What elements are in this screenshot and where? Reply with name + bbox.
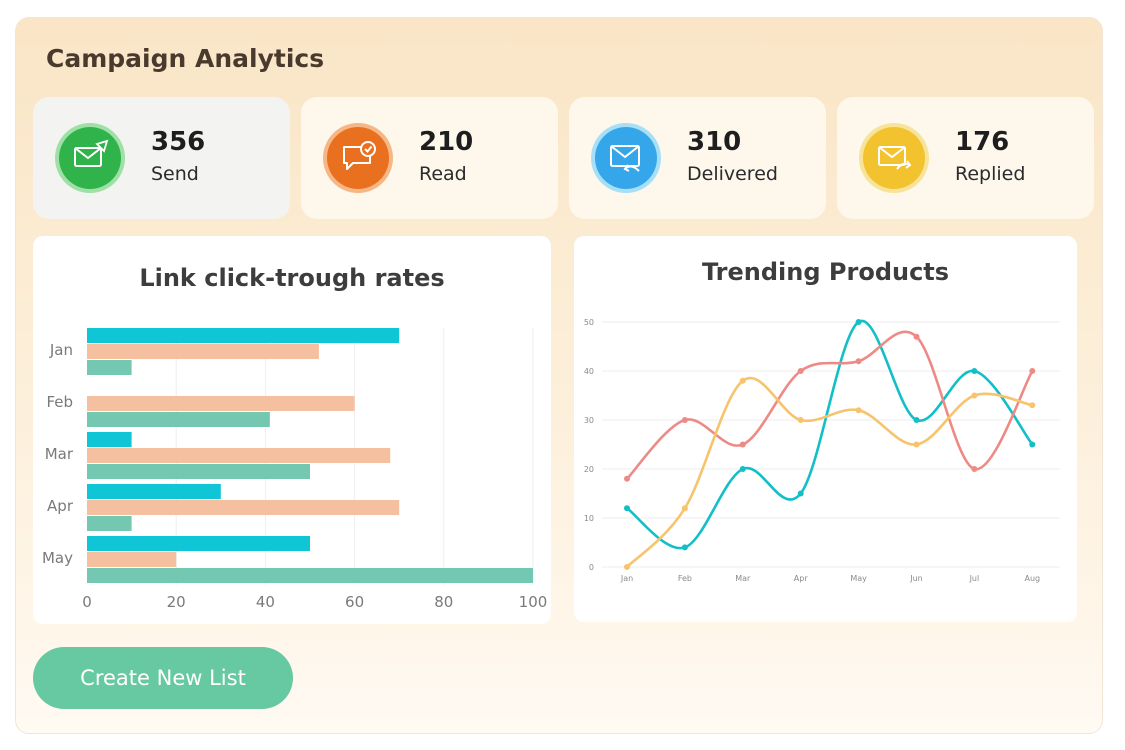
bar bbox=[87, 328, 400, 343]
data-point bbox=[739, 441, 746, 448]
create-new-list-button[interactable]: Create New List bbox=[33, 647, 293, 709]
y-tick-label: 30 bbox=[584, 416, 594, 425]
x-tick-label: Jul bbox=[969, 574, 980, 583]
data-point bbox=[624, 564, 630, 570]
x-tick-label: Aug bbox=[1024, 574, 1040, 583]
replied-mail-icon bbox=[863, 127, 925, 189]
read-message-icon bbox=[327, 127, 389, 189]
data-point bbox=[739, 466, 746, 472]
stat-card-send: 356 Send bbox=[33, 97, 290, 219]
x-tick-label: Mar bbox=[735, 574, 751, 583]
data-point bbox=[624, 475, 630, 482]
line-chart: 0 10 20 30 40 50 Jan Feb Mar Apr May Jun Jul Aug bbox=[584, 318, 1060, 583]
data-point bbox=[913, 417, 920, 423]
bar bbox=[87, 568, 533, 583]
data-point bbox=[913, 333, 920, 340]
line-chart-card: Trending Products 0 10 20 30 40 50 Jan Feb Mar Ap… bbox=[574, 236, 1077, 622]
bar bbox=[87, 344, 319, 359]
bar bbox=[87, 432, 132, 447]
y-tick-label: Jan bbox=[49, 341, 73, 359]
bar-chart-card: Link click-trough rates 0 20 40 60 80 100 Jan F… bbox=[33, 236, 551, 624]
stat-card-delivered: 310 Delivered bbox=[569, 97, 826, 219]
line-chart-title: Trending Products bbox=[701, 258, 950, 286]
y-tick-label: May bbox=[42, 549, 73, 567]
data-point bbox=[681, 417, 688, 423]
data-point bbox=[797, 490, 804, 497]
data-point bbox=[624, 505, 630, 512]
stat-value: 210 bbox=[419, 127, 474, 157]
bar bbox=[87, 396, 355, 411]
data-point bbox=[971, 368, 978, 374]
x-tick-label: May bbox=[850, 574, 867, 583]
y-tick-label: Feb bbox=[46, 393, 73, 411]
stat-card-replied: 176 Replied bbox=[837, 97, 1094, 219]
delivered-mail-icon bbox=[595, 127, 657, 189]
y-tick-label: 40 bbox=[584, 367, 594, 376]
bar bbox=[87, 536, 310, 551]
series-line bbox=[626, 319, 1034, 550]
x-tick-label: 100 bbox=[519, 593, 548, 611]
send-mail-icon bbox=[59, 127, 121, 189]
x-tick-label: Jan bbox=[620, 574, 633, 583]
bar bbox=[87, 412, 270, 427]
data-point bbox=[971, 392, 978, 399]
data-point bbox=[739, 377, 746, 384]
page-title: Campaign Analytics bbox=[46, 44, 325, 73]
y-tick-label: Mar bbox=[45, 445, 74, 463]
data-point bbox=[681, 505, 688, 512]
stat-card-read: 210 Read bbox=[301, 97, 558, 219]
bar-chart: 0 20 40 60 80 100 Jan Feb Mar Apr May bbox=[42, 328, 548, 611]
stat-value: 310 bbox=[687, 127, 742, 157]
data-point bbox=[855, 358, 862, 365]
stat-label: Replied bbox=[955, 163, 1026, 185]
bar-chart-title: Link click-trough rates bbox=[139, 264, 445, 292]
x-tick-label: 20 bbox=[167, 593, 186, 611]
series-line bbox=[626, 376, 1033, 568]
stat-label: Delivered bbox=[687, 163, 778, 185]
bar bbox=[87, 360, 132, 375]
data-point bbox=[855, 319, 862, 325]
data-point bbox=[855, 407, 862, 414]
bar bbox=[87, 552, 177, 567]
x-tick-label: 0 bbox=[82, 593, 92, 611]
data-point bbox=[797, 417, 804, 423]
stat-value: 356 bbox=[151, 127, 206, 157]
data-point bbox=[1029, 402, 1036, 409]
x-tick-label: 40 bbox=[256, 593, 275, 611]
y-tick-label: 10 bbox=[584, 514, 594, 523]
bar bbox=[87, 464, 310, 479]
data-point bbox=[971, 466, 978, 472]
stat-label: Read bbox=[419, 163, 467, 185]
bar bbox=[87, 484, 221, 499]
bar bbox=[87, 516, 132, 531]
x-tick-label: 60 bbox=[345, 593, 364, 611]
data-point bbox=[1029, 441, 1036, 448]
data-point bbox=[1029, 368, 1036, 374]
data-point bbox=[797, 368, 804, 374]
y-tick-label: Apr bbox=[47, 497, 74, 515]
x-tick-label: 80 bbox=[434, 593, 453, 611]
data-point bbox=[681, 544, 688, 551]
stat-value: 176 bbox=[955, 127, 1010, 157]
data-point bbox=[913, 441, 920, 448]
y-tick-label: 50 bbox=[584, 318, 594, 327]
x-tick-label: Feb bbox=[678, 574, 692, 583]
x-tick-label: Apr bbox=[794, 574, 809, 583]
bar bbox=[87, 448, 391, 463]
x-tick-label: Jun bbox=[909, 574, 923, 583]
stat-label: Send bbox=[151, 163, 199, 185]
bar bbox=[87, 500, 400, 515]
y-tick-label: 0 bbox=[589, 563, 594, 572]
y-tick-label: 20 bbox=[584, 465, 594, 474]
